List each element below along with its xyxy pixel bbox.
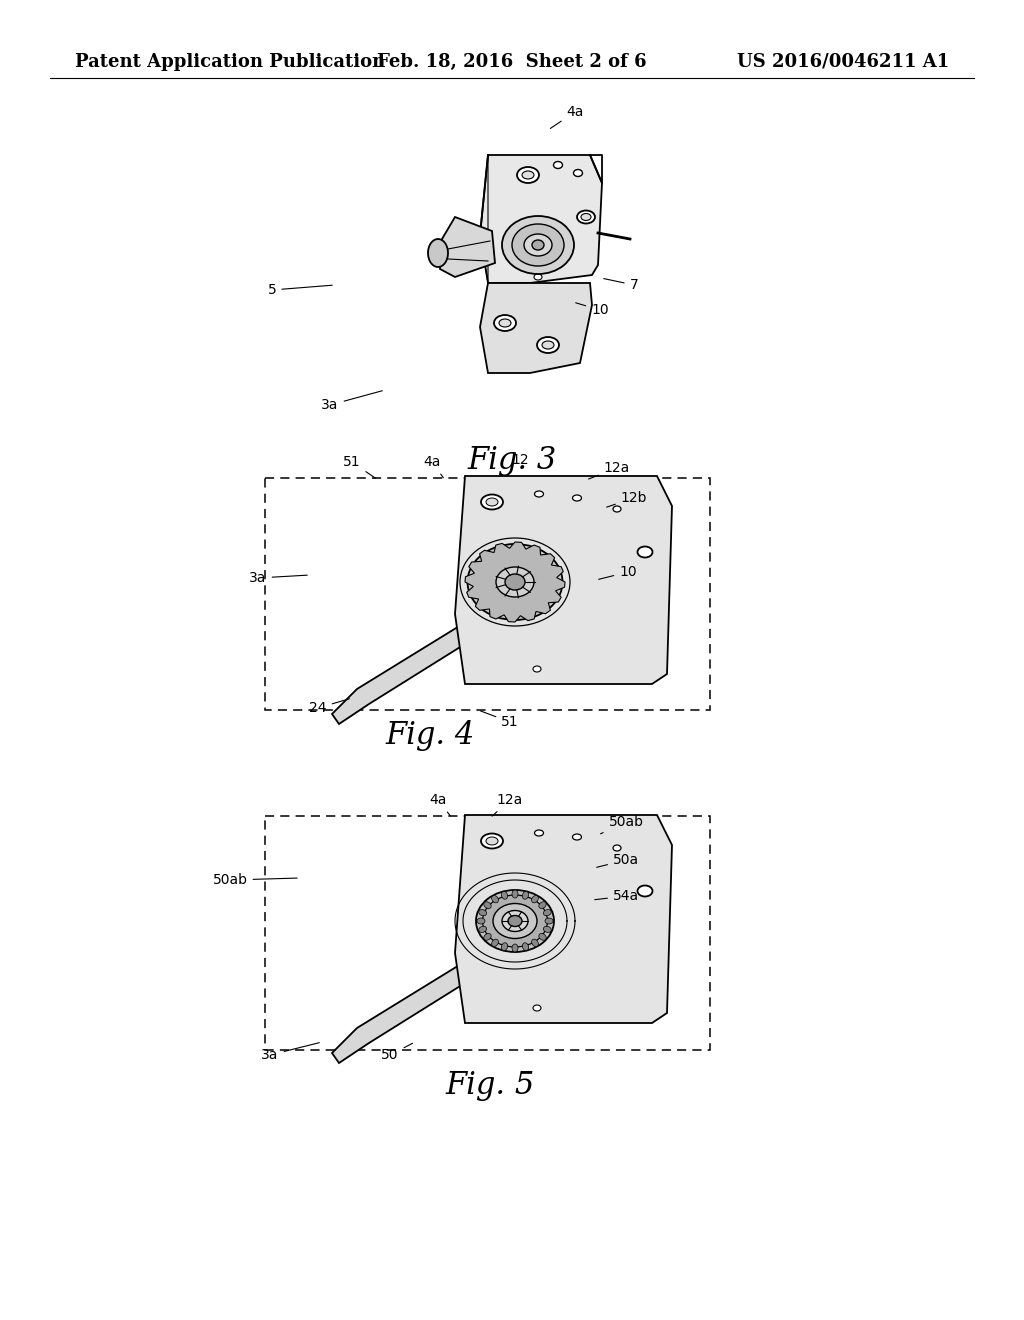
Ellipse shape	[534, 1005, 541, 1011]
Polygon shape	[465, 543, 565, 622]
Ellipse shape	[539, 902, 546, 908]
Ellipse shape	[544, 927, 551, 932]
Ellipse shape	[477, 917, 485, 924]
Text: 7: 7	[604, 279, 638, 292]
Text: Fig. 4: Fig. 4	[385, 719, 475, 751]
Ellipse shape	[522, 942, 528, 950]
Ellipse shape	[494, 315, 516, 331]
Ellipse shape	[483, 933, 492, 940]
Ellipse shape	[535, 491, 544, 498]
Text: 12a: 12a	[589, 461, 630, 479]
Ellipse shape	[544, 909, 551, 916]
Ellipse shape	[502, 891, 508, 899]
Ellipse shape	[581, 214, 591, 220]
Ellipse shape	[531, 895, 539, 903]
Ellipse shape	[499, 319, 511, 327]
Text: 51: 51	[480, 711, 519, 729]
Ellipse shape	[496, 568, 534, 597]
Text: 50a: 50a	[597, 853, 639, 867]
Ellipse shape	[486, 498, 498, 506]
Text: 50ab: 50ab	[213, 873, 297, 887]
Ellipse shape	[428, 239, 449, 267]
Ellipse shape	[502, 216, 574, 275]
Text: Fig. 5: Fig. 5	[445, 1071, 535, 1101]
Ellipse shape	[486, 837, 498, 845]
Text: 50: 50	[381, 1043, 413, 1063]
Ellipse shape	[537, 337, 559, 352]
Text: 3a: 3a	[249, 572, 307, 585]
Ellipse shape	[512, 944, 518, 952]
Polygon shape	[332, 609, 497, 723]
Ellipse shape	[483, 902, 492, 908]
Ellipse shape	[613, 845, 621, 851]
Ellipse shape	[535, 830, 544, 836]
Text: 3a: 3a	[322, 391, 382, 412]
Ellipse shape	[524, 234, 552, 256]
Text: 4a: 4a	[429, 793, 451, 816]
Text: Fig. 3: Fig. 3	[467, 445, 557, 477]
Ellipse shape	[502, 942, 508, 950]
Text: 4a: 4a	[423, 455, 443, 478]
Text: 4a: 4a	[550, 106, 584, 128]
Ellipse shape	[522, 172, 534, 180]
Text: 54a: 54a	[595, 888, 639, 903]
Text: 12: 12	[507, 453, 528, 477]
Ellipse shape	[534, 667, 541, 672]
Polygon shape	[440, 216, 495, 277]
Polygon shape	[480, 282, 592, 374]
Text: Patent Application Publication: Patent Application Publication	[75, 53, 385, 71]
Ellipse shape	[531, 939, 539, 946]
Ellipse shape	[572, 834, 582, 840]
Text: 50ab: 50ab	[600, 814, 643, 834]
Ellipse shape	[545, 917, 553, 924]
Text: 12a: 12a	[493, 793, 523, 816]
Ellipse shape	[532, 240, 544, 249]
Ellipse shape	[534, 275, 542, 280]
Text: 5: 5	[267, 282, 332, 297]
Polygon shape	[455, 477, 672, 684]
Text: Feb. 18, 2016  Sheet 2 of 6: Feb. 18, 2016 Sheet 2 of 6	[377, 53, 647, 71]
Text: 3a: 3a	[261, 1043, 319, 1063]
Bar	[265, 478, 710, 710]
Ellipse shape	[482, 895, 548, 946]
Ellipse shape	[493, 903, 537, 939]
Ellipse shape	[468, 544, 562, 620]
Ellipse shape	[577, 210, 595, 223]
Ellipse shape	[492, 895, 499, 903]
Ellipse shape	[572, 495, 582, 502]
Text: 51: 51	[343, 455, 376, 478]
Ellipse shape	[512, 224, 564, 267]
Ellipse shape	[573, 169, 583, 177]
Ellipse shape	[554, 161, 562, 169]
Text: US 2016/0046211 A1: US 2016/0046211 A1	[736, 53, 949, 71]
Ellipse shape	[481, 833, 503, 849]
Ellipse shape	[508, 916, 522, 927]
Text: 12b: 12b	[606, 491, 647, 507]
Text: 24: 24	[309, 698, 349, 715]
Polygon shape	[332, 948, 497, 1063]
Text: 10: 10	[599, 565, 637, 579]
Ellipse shape	[502, 911, 528, 932]
Ellipse shape	[542, 341, 554, 348]
Ellipse shape	[505, 574, 525, 590]
Polygon shape	[480, 154, 602, 282]
Ellipse shape	[476, 890, 554, 952]
Bar	[265, 816, 710, 1049]
Ellipse shape	[613, 506, 621, 512]
Ellipse shape	[479, 909, 486, 916]
Ellipse shape	[638, 546, 652, 557]
Ellipse shape	[638, 886, 652, 896]
Ellipse shape	[492, 939, 499, 946]
Ellipse shape	[539, 933, 546, 940]
Ellipse shape	[517, 168, 539, 183]
Ellipse shape	[522, 891, 528, 899]
Ellipse shape	[512, 890, 518, 898]
Ellipse shape	[479, 927, 486, 932]
Polygon shape	[455, 814, 672, 1023]
Ellipse shape	[481, 495, 503, 510]
Text: 10: 10	[575, 302, 609, 317]
